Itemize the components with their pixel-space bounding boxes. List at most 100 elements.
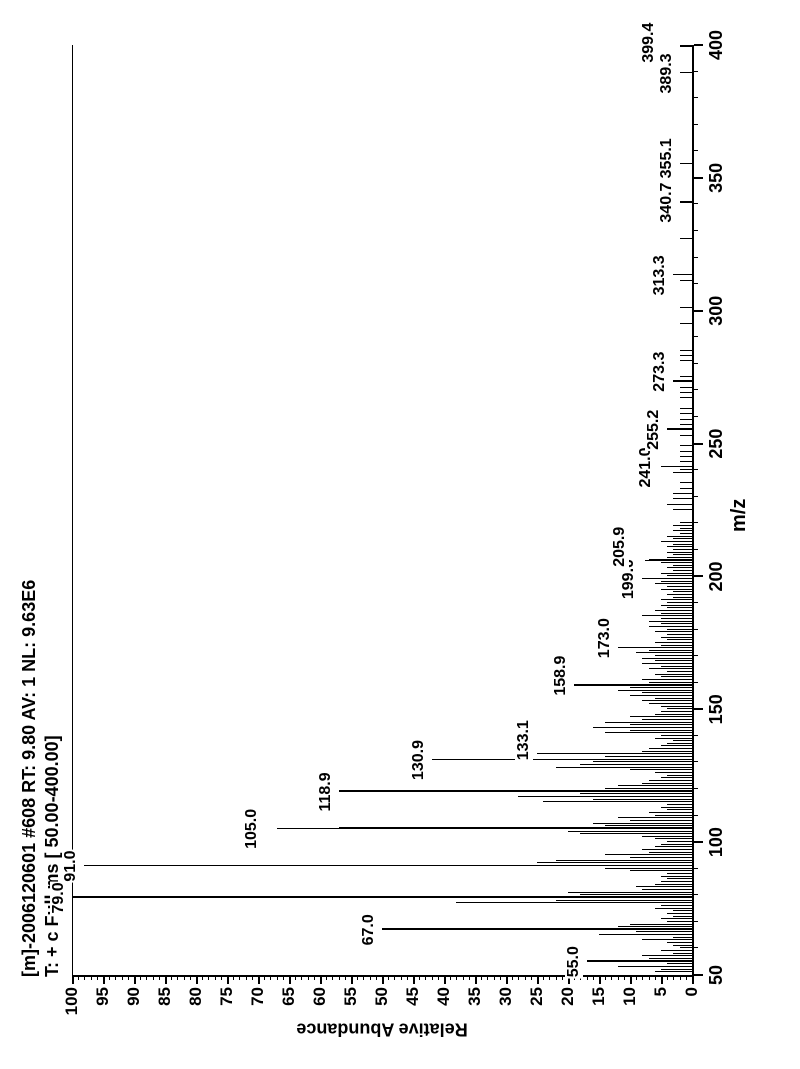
noise-peak [630, 924, 692, 925]
y-minor-tick [270, 975, 271, 980]
labeled-peak [574, 684, 692, 686]
noise-peak [655, 846, 692, 847]
x-minor-tick [692, 496, 698, 497]
noise-peak [673, 549, 692, 550]
noise-peak [655, 631, 692, 632]
y-minor-tick [463, 975, 464, 980]
labeled-peak [84, 865, 692, 867]
labeled-peak [432, 759, 692, 761]
y-minor-tick [283, 975, 284, 980]
noise-peak [568, 831, 692, 832]
noise-peak [655, 610, 692, 611]
noise-peak [642, 663, 692, 664]
noise-peak [655, 642, 692, 643]
noise-peak [605, 868, 692, 869]
y-axis-label: Relative Abundance [296, 1019, 467, 1040]
noise-peak [593, 727, 692, 728]
noise-peak [673, 509, 692, 510]
noise-peak [680, 522, 692, 523]
noise-peak [680, 350, 692, 351]
noise-peak [655, 772, 692, 773]
noise-peak [636, 886, 692, 887]
noise-peak [580, 764, 692, 765]
y-minor-tick [605, 975, 606, 980]
noise-peak [649, 682, 692, 683]
noise-peak [680, 376, 692, 377]
noise-peak [673, 910, 692, 911]
noise-peak [661, 605, 692, 606]
noise-peak [593, 799, 692, 800]
noise-peak [630, 695, 692, 696]
x-minor-tick [692, 815, 698, 816]
noise-peak [667, 634, 692, 635]
peak-label: 55.0 [565, 945, 583, 978]
x-minor-tick [692, 522, 698, 523]
noise-peak [680, 533, 692, 534]
x-minor-tick [692, 602, 698, 603]
y-minor-tick [295, 975, 296, 980]
noise-peak [618, 817, 692, 818]
y-minor-tick [531, 975, 532, 980]
noise-peak [667, 878, 692, 879]
y-minor-tick [177, 975, 178, 980]
noise-peak [661, 541, 692, 542]
x-minor-tick [692, 549, 698, 550]
labeled-peak [680, 72, 692, 74]
noise-peak [556, 767, 692, 768]
labeled-peak [649, 559, 692, 561]
noise-peak [673, 538, 692, 539]
noise-peak [642, 692, 692, 693]
y-minor-tick [140, 975, 141, 980]
noise-peak [642, 700, 692, 701]
noise-peak [680, 947, 692, 948]
noise-peak [680, 408, 692, 409]
x-minor-tick [692, 682, 698, 683]
noise-peak [661, 876, 692, 877]
noise-peak [642, 751, 692, 752]
noise-peak [456, 902, 692, 903]
noise-peak [649, 650, 692, 651]
noise-peak [630, 724, 692, 725]
noise-peak [649, 812, 692, 813]
y-minor-tick [562, 975, 563, 980]
noise-peak [680, 307, 692, 308]
noise-peak [605, 825, 692, 826]
x-minor-tick [692, 336, 698, 337]
noise-peak [568, 892, 692, 893]
noise-peak [661, 777, 692, 778]
y-minor-tick [432, 975, 433, 980]
noise-peak [673, 530, 692, 531]
y-minor-tick [494, 975, 495, 980]
noise-peak [680, 488, 692, 489]
noise-peak [605, 722, 692, 723]
y-minor-tick [419, 975, 420, 980]
noise-peak [680, 355, 692, 356]
noise-peak [667, 804, 692, 805]
noise-peak [661, 905, 692, 906]
header-line-2: T: + c Full ms [ 50.00-400.00] [41, 580, 64, 977]
y-minor-tick [109, 975, 110, 980]
x-minor-tick [692, 469, 698, 470]
noise-peak [680, 413, 692, 414]
y-minor-tick [394, 975, 395, 980]
y-minor-tick [345, 975, 346, 980]
labeled-peak [339, 790, 692, 792]
noise-peak [680, 482, 692, 483]
noise-peak [661, 613, 692, 614]
noise-peak [667, 607, 692, 608]
y-minor-tick [301, 975, 302, 980]
x-minor-tick [692, 921, 698, 922]
noise-peak [661, 581, 692, 582]
noise-peak [673, 498, 692, 499]
y-minor-tick [500, 975, 501, 980]
noise-peak [642, 955, 692, 956]
noise-peak [661, 637, 692, 638]
noise-peak [655, 815, 692, 816]
labeled-peak [661, 466, 692, 468]
noise-peak [556, 860, 692, 861]
peak-label: 255.2 [645, 409, 663, 451]
noise-peak [649, 748, 692, 749]
x-minor-tick [692, 389, 698, 390]
y-minor-tick [593, 975, 594, 980]
noise-peak [667, 536, 692, 537]
